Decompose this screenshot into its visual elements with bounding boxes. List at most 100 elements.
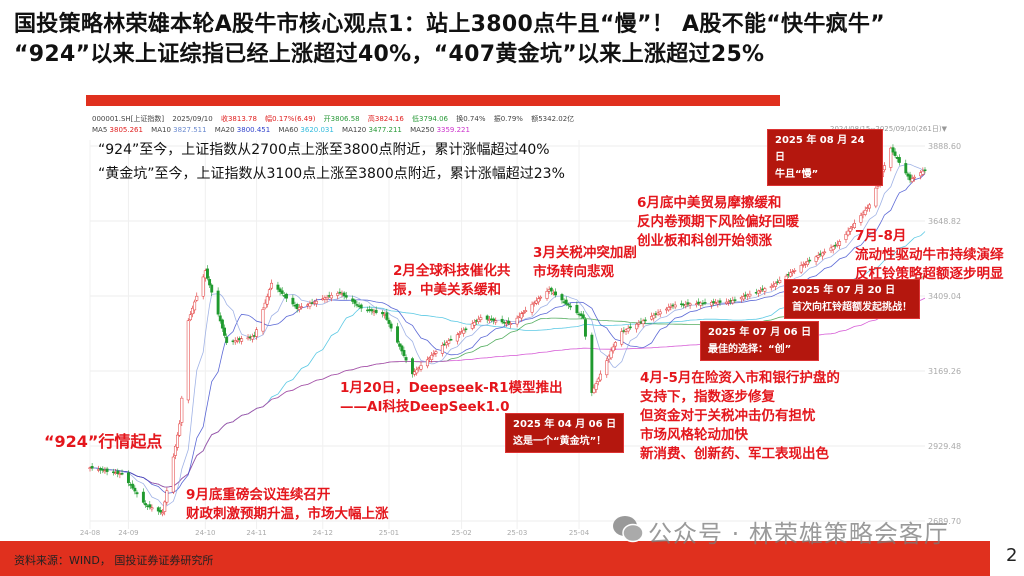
candle-body <box>455 334 459 342</box>
candle-body <box>613 342 617 347</box>
candle-body <box>255 329 259 337</box>
candle-body <box>821 252 824 257</box>
candle-body <box>583 319 587 337</box>
note-jun: 6月底中美贸易摩擦缓和 反内卷预期下风险偏好回暖 创业板和科创开始领涨 <box>637 194 799 251</box>
candle-body <box>712 301 716 304</box>
candle-body <box>549 287 553 292</box>
candle-body <box>430 354 434 360</box>
candle-body <box>545 291 549 299</box>
candle-body <box>112 471 115 474</box>
candle-body <box>628 326 632 329</box>
box-date: 2025 年 04 月 06 日 <box>513 419 617 430</box>
candle-body <box>923 169 927 172</box>
candle-body <box>479 317 483 320</box>
candle-body <box>246 337 250 340</box>
candle-body <box>381 312 385 315</box>
box-0706: 2025 年 07 月 06 日最佳的选择：“创” <box>700 321 820 361</box>
candle-body <box>126 472 130 484</box>
candle-body <box>500 318 504 323</box>
candle-body <box>590 334 594 393</box>
ma-label: MA20 <box>214 126 235 134</box>
candle-body <box>267 289 271 298</box>
candle-body <box>859 215 863 223</box>
y-tick-label: 3409.04 <box>928 292 961 301</box>
note-sep: 9月底重磅会议连续召开 财政刺激预期升温，市场大幅上涨 <box>186 486 389 524</box>
candle-body <box>816 255 820 258</box>
candle-body <box>176 434 180 448</box>
candle-body <box>530 303 534 313</box>
candle-body <box>415 369 419 374</box>
summary-line-1: “924”至今，上证指数从2700点上涨至3800点附近，累计涨幅超过40% <box>98 142 550 158</box>
candle-body <box>759 289 763 292</box>
candle-body <box>402 350 406 357</box>
ma-label: MA10 <box>151 126 171 134</box>
candle-body <box>733 299 737 301</box>
candle-body <box>120 473 124 475</box>
candle-body <box>537 298 540 303</box>
candle-body <box>208 279 212 286</box>
date-range-selector[interactable]: 2024/08/15--2025/09/10(261日)▼ <box>830 125 947 133</box>
quote-close: 收3813.78 <box>220 115 257 123</box>
candle-body <box>220 319 224 329</box>
candle-body <box>250 336 254 340</box>
candle-body <box>263 302 267 309</box>
candle-body <box>131 483 135 489</box>
wechat-icon <box>613 516 644 543</box>
candle-body <box>868 204 871 209</box>
candle-body <box>688 303 692 306</box>
candle-body <box>611 346 615 352</box>
x-tick-label: 24-08 <box>80 529 100 537</box>
candle-body <box>173 445 177 456</box>
candle-body <box>823 251 827 254</box>
candle-body <box>581 314 585 319</box>
candle-body <box>889 147 893 168</box>
candle-body <box>560 294 564 301</box>
candle-body <box>667 307 671 311</box>
candle-body <box>748 293 752 297</box>
candle-body <box>470 323 474 329</box>
candle-body <box>276 284 280 290</box>
x-tick-label: 24-12 <box>313 529 333 537</box>
candle-body <box>278 288 282 292</box>
candle-body <box>494 320 498 323</box>
candle-body <box>90 466 94 469</box>
ma-label: MA250 <box>410 126 435 134</box>
candle-body <box>509 323 513 325</box>
candle-body <box>295 304 299 310</box>
box-text: 最佳的选择：“创” <box>708 344 792 355</box>
candle-body <box>637 322 641 325</box>
candle-body <box>385 312 389 320</box>
candle-body <box>774 283 777 287</box>
candle-body <box>891 147 895 153</box>
candle-body <box>261 309 265 332</box>
quote-date: 2025/09/10 <box>172 115 213 123</box>
candle-body <box>344 295 348 298</box>
note-mar: 3月关税冲突加剧 市场转向悲观 <box>533 244 637 282</box>
candle-body <box>398 343 402 347</box>
note-deepseek: 1月20日，Deepseek-R1模型推出 ——AI科技DeepSeek1.0 <box>340 379 563 417</box>
candle-body <box>206 268 209 279</box>
candle-body <box>652 314 656 319</box>
quote-code: 000001.SH[上证指数] <box>92 115 165 123</box>
quote-change: 幅0.17%(6.49) <box>265 115 316 123</box>
candle-body <box>440 344 444 354</box>
x-tick-label: 24-09 <box>118 529 138 537</box>
candle-body <box>801 264 805 266</box>
candle-body <box>492 318 496 321</box>
candle-body <box>419 365 423 370</box>
source-note: 资料来源：WIND， 国投证券证券研究所 <box>14 554 214 567</box>
candle-body <box>216 290 220 315</box>
candle-body <box>270 282 273 289</box>
candle-body <box>831 246 835 250</box>
candle-body <box>731 300 735 304</box>
candle-body <box>447 340 451 344</box>
candle-body <box>105 468 109 472</box>
quote-high: 高3824.16 <box>367 115 404 123</box>
candle-body <box>291 297 295 305</box>
candle-body <box>908 174 912 181</box>
note-line: 3月关税冲突加剧 <box>533 245 637 261</box>
ma120: MA120 3477.211 <box>342 126 402 134</box>
candle-body <box>485 315 489 320</box>
note-feb: 2月全球科技催化共 振，中美关系缓和 <box>393 262 510 300</box>
quote-amount: 额5342.02亿 <box>531 115 575 123</box>
